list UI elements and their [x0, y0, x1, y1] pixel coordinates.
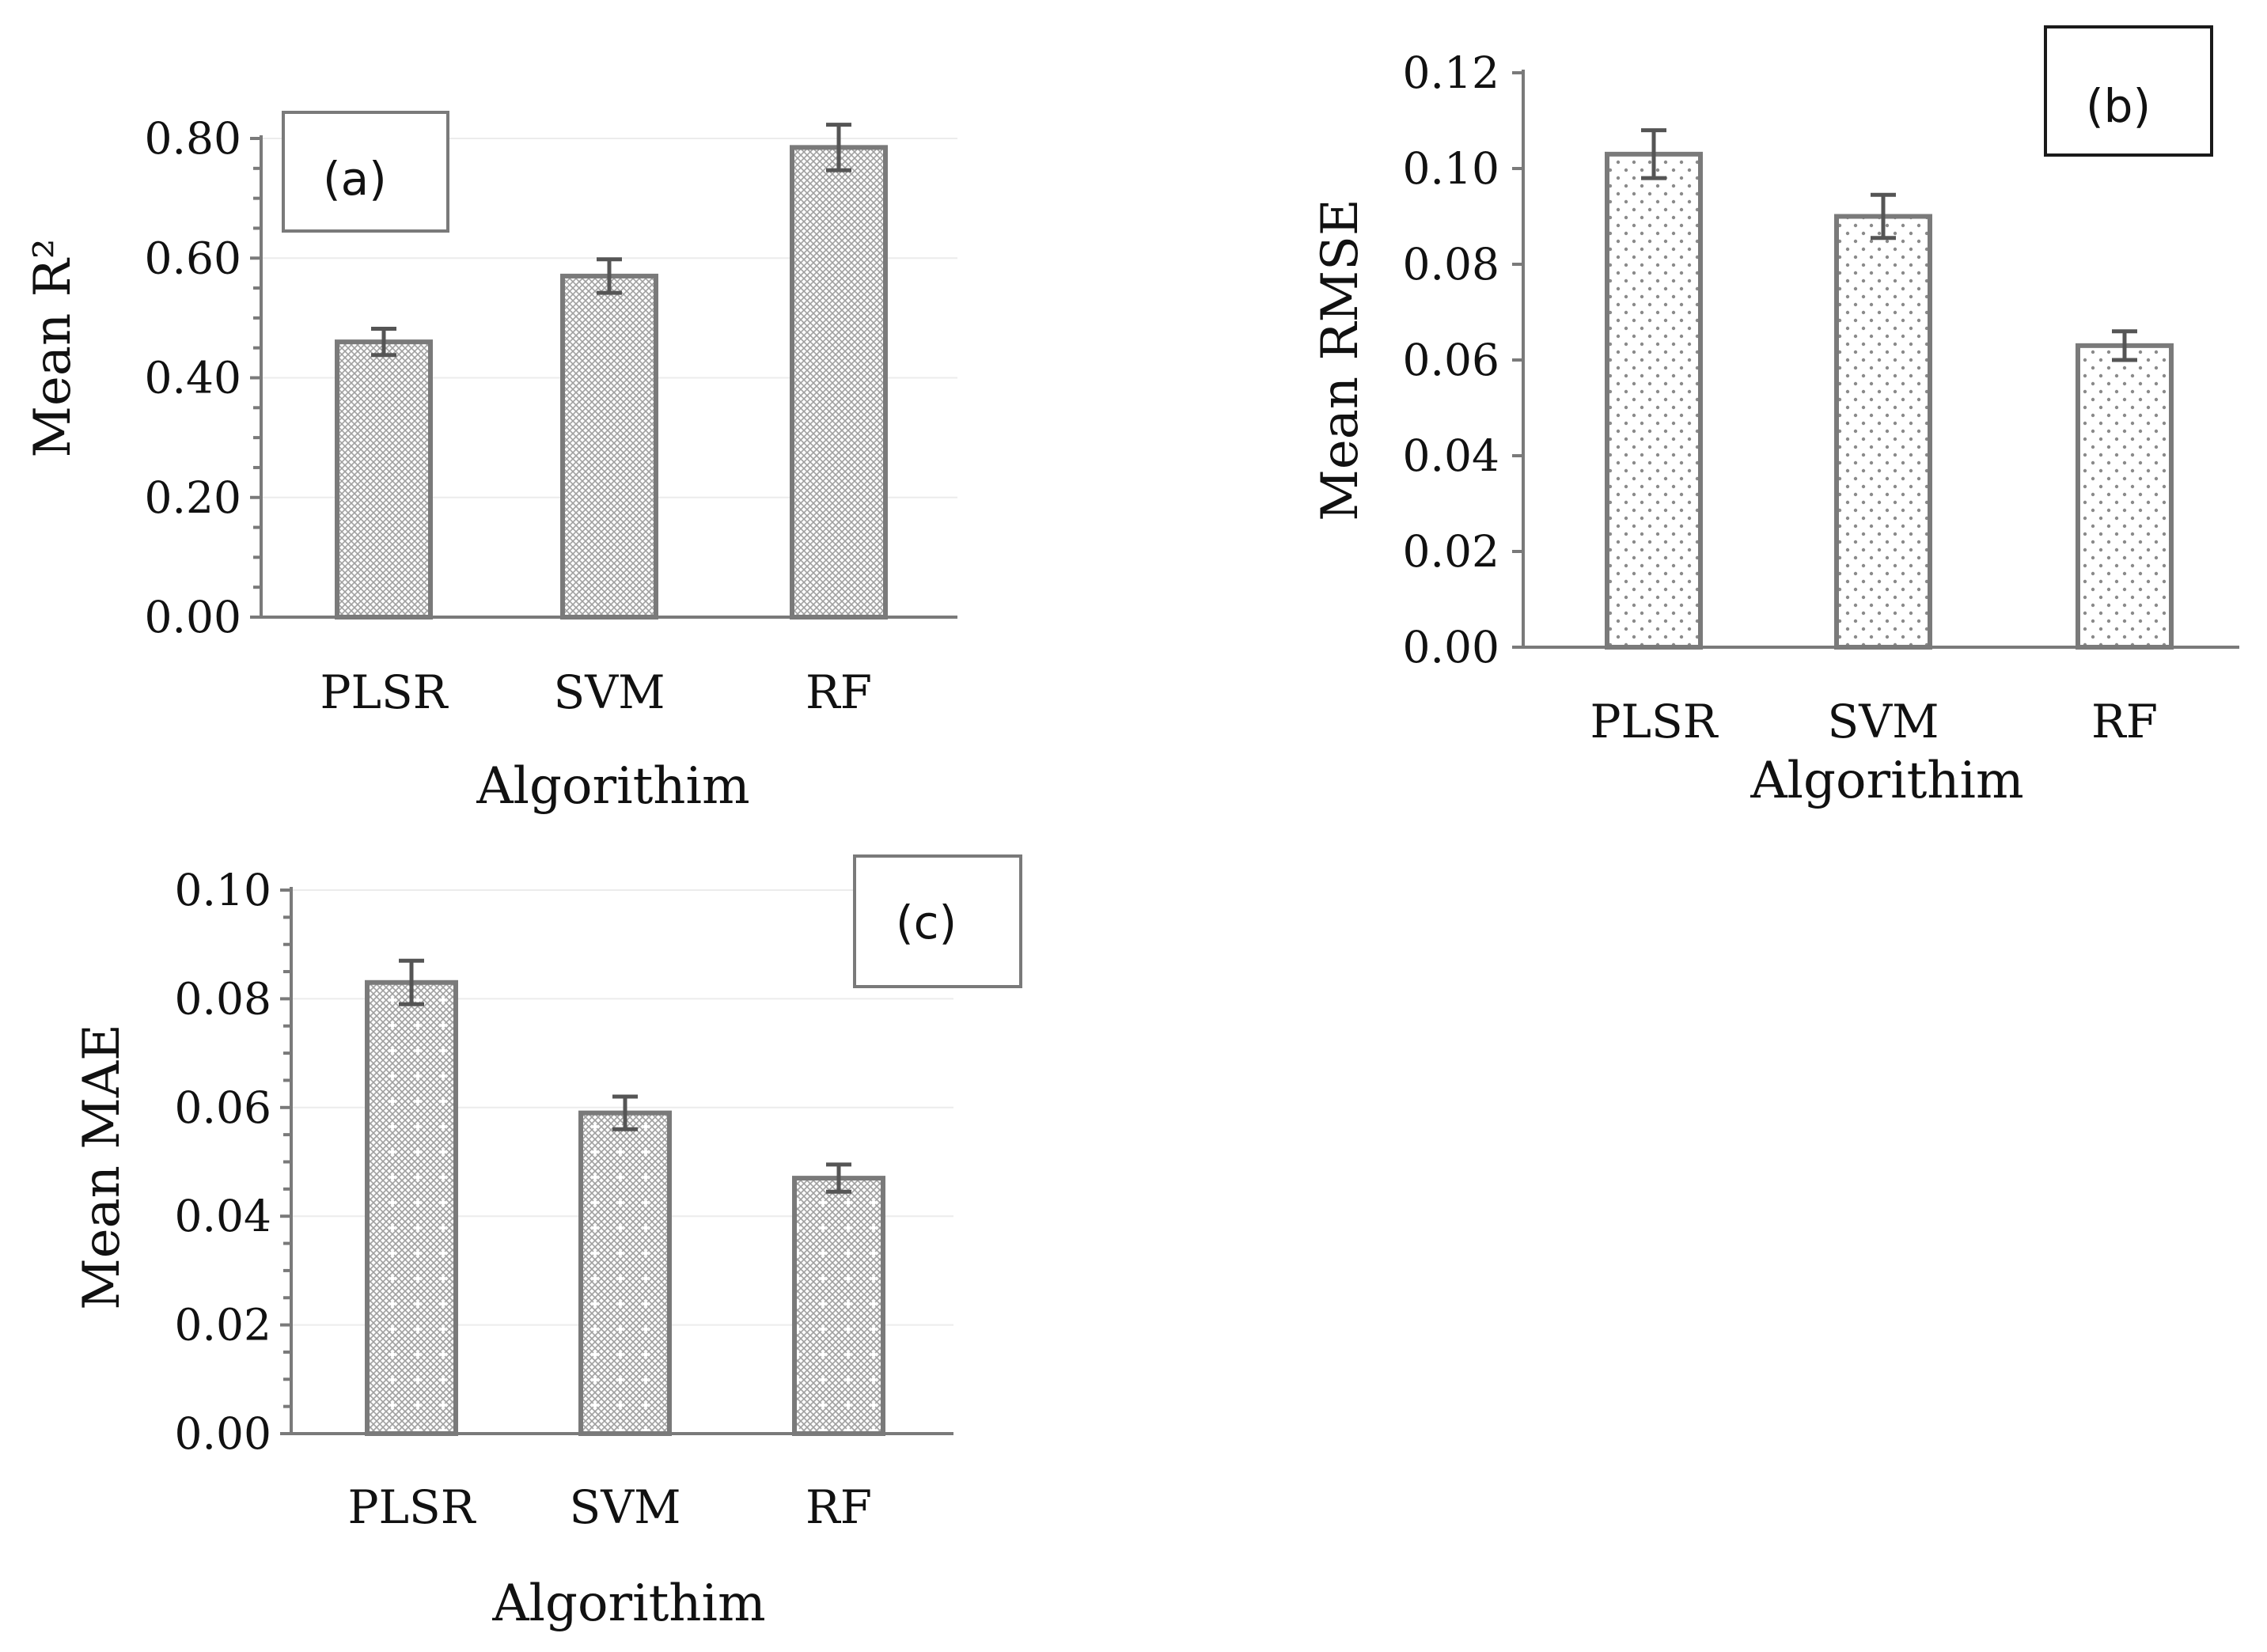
bar-plsr — [1605, 151, 1703, 650]
x-tick-label: SVM — [553, 665, 665, 719]
bar-rf — [790, 145, 888, 620]
x-axis-title: Algorithim — [476, 757, 749, 816]
y-tick-label: 0.40 — [145, 353, 241, 404]
x-tick-label: SVM — [569, 1480, 680, 1534]
panel-label: (c) — [896, 896, 957, 949]
y-axis-title: Mean MAE — [73, 1024, 131, 1310]
bar-svm — [560, 273, 658, 620]
y-tick-label: 0.04 — [1403, 430, 1499, 481]
x-tick-label: RF — [2091, 695, 2158, 748]
panel-label: (b) — [2086, 79, 2151, 133]
panel-label-box — [853, 854, 1022, 988]
panel-label-box — [2044, 25, 2213, 157]
y-axis-title: Mean R² — [24, 239, 82, 458]
chart-panel-c: 0.00 0.02 0.04 0.06 0.08 0.10 PLSR SVM RF Algori… — [73, 854, 1022, 1633]
error-bar — [826, 123, 851, 172]
x-tick-label: SVM — [1827, 695, 1939, 748]
error-bar — [371, 326, 396, 358]
x-tick-label: PLSR — [320, 665, 449, 719]
y-tick-label: 0.12 — [1403, 47, 1499, 98]
y-tick-label: 0.60 — [145, 233, 241, 283]
bar-rf — [2076, 343, 2174, 650]
chart-panel-b: 0.00 0.02 0.04 0.06 0.08 0.10 0.12 PLSR SVM RF Al… — [1311, 25, 2239, 810]
y-tick-label: 0.20 — [145, 472, 241, 523]
error-bar — [826, 1162, 851, 1194]
y-tick-label: 0.02 — [175, 1300, 271, 1351]
y-tick-label: 0.00 — [1403, 622, 1499, 673]
panel-label-box — [282, 111, 449, 233]
x-tick-label: RF — [806, 1480, 872, 1534]
y-tick-label: 0.06 — [175, 1082, 271, 1133]
x-tick-label: PLSR — [348, 1480, 477, 1534]
panel-label: (a) — [323, 152, 387, 206]
y-tick-label: 0.10 — [1403, 143, 1499, 194]
x-tick-label: PLSR — [1590, 695, 1719, 748]
x-tick-label: RF — [806, 665, 872, 719]
error-bar — [1641, 128, 1666, 180]
y-tick-label: 0.00 — [175, 1408, 271, 1459]
error-bar — [597, 257, 622, 295]
bar-svm — [578, 1110, 672, 1437]
y-tick-label: 0.04 — [175, 1191, 271, 1241]
y-tick-label: 0.08 — [175, 973, 271, 1024]
x-axis-title: Algorithim — [491, 1574, 765, 1633]
x-axis-title: Algorithim — [1750, 752, 2023, 810]
y-axis-title: Mean RMSE — [1311, 199, 1370, 521]
y-tick-label: 0.00 — [145, 592, 241, 642]
y-tick-label: 0.06 — [1403, 335, 1499, 385]
error-bar — [399, 958, 424, 1006]
bar-svm — [1834, 214, 1932, 650]
y-tick-label: 0.08 — [1403, 239, 1499, 290]
bar-plsr — [335, 339, 433, 620]
chart-panel-a: 0.00 0.20 0.40 0.60 0.80 PLSR SVM RF Algorithim… — [24, 111, 957, 816]
error-bar — [612, 1094, 638, 1131]
y-tick-label: 0.80 — [145, 113, 241, 164]
error-bar — [1871, 192, 1896, 241]
y-tick-label: 0.10 — [175, 865, 271, 915]
y-tick-label: 0.02 — [1403, 526, 1499, 577]
error-bar — [2112, 329, 2137, 362]
bar-rf — [792, 1176, 885, 1436]
bar-plsr — [365, 979, 458, 1437]
